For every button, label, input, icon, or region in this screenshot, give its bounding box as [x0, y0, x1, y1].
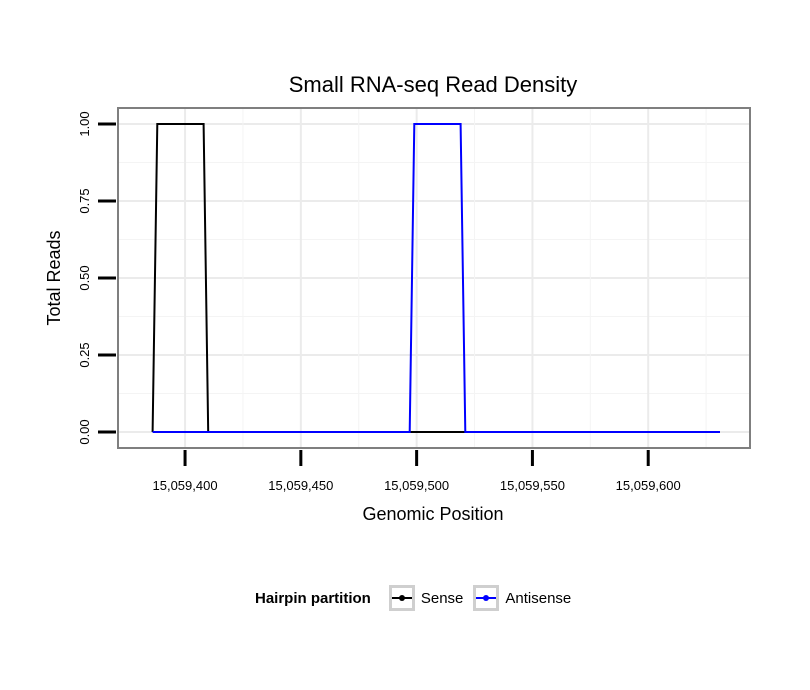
x-tick-label: 15,059,600 — [616, 478, 681, 493]
legend-item-sense: Sense — [388, 585, 464, 611]
y-tick-label: 0.75 — [77, 188, 92, 213]
legend-title: Hairpin partition — [255, 589, 371, 607]
series-line-antisense — [152, 123, 720, 433]
legend: Hairpin partition Sense Antisense — [255, 578, 571, 618]
x-tick-label: 15,059,550 — [500, 478, 565, 493]
sense-key-icon — [391, 595, 412, 601]
x-tick-label: 15,059,500 — [384, 478, 449, 493]
legend-label-antisense: Antisense — [505, 589, 572, 607]
antisense-key-icon — [476, 595, 497, 601]
legend-label-sense: Sense — [420, 589, 464, 607]
legend-key-sense — [388, 585, 415, 611]
plot-border — [117, 107, 751, 449]
x-tick-label: 15,059,400 — [153, 478, 218, 493]
x-axis-title: Genomic Position — [362, 504, 503, 524]
series-lines — [151, 123, 720, 433]
chart-title: Small RNA-seq Read Density — [289, 72, 578, 97]
y-tick-label: 0.00 — [77, 419, 92, 444]
y-tick-label: 1.00 — [77, 111, 92, 136]
gridlines — [118, 108, 750, 448]
legend-item-antisense: Antisense — [473, 585, 571, 611]
x-axis: 15,059,400 15,059,450 15,059,500 15,059,550… — [153, 450, 681, 493]
legend-key-antisense — [473, 585, 500, 611]
x-tick-label: 15,059,450 — [268, 478, 333, 493]
y-tick-label: 0.25 — [77, 342, 92, 367]
y-axis-title: Total Reads — [44, 230, 64, 325]
y-tick-label: 0.50 — [77, 265, 92, 290]
y-axis: 0.00 0.25 0.50 0.75 1.00 — [77, 111, 116, 445]
